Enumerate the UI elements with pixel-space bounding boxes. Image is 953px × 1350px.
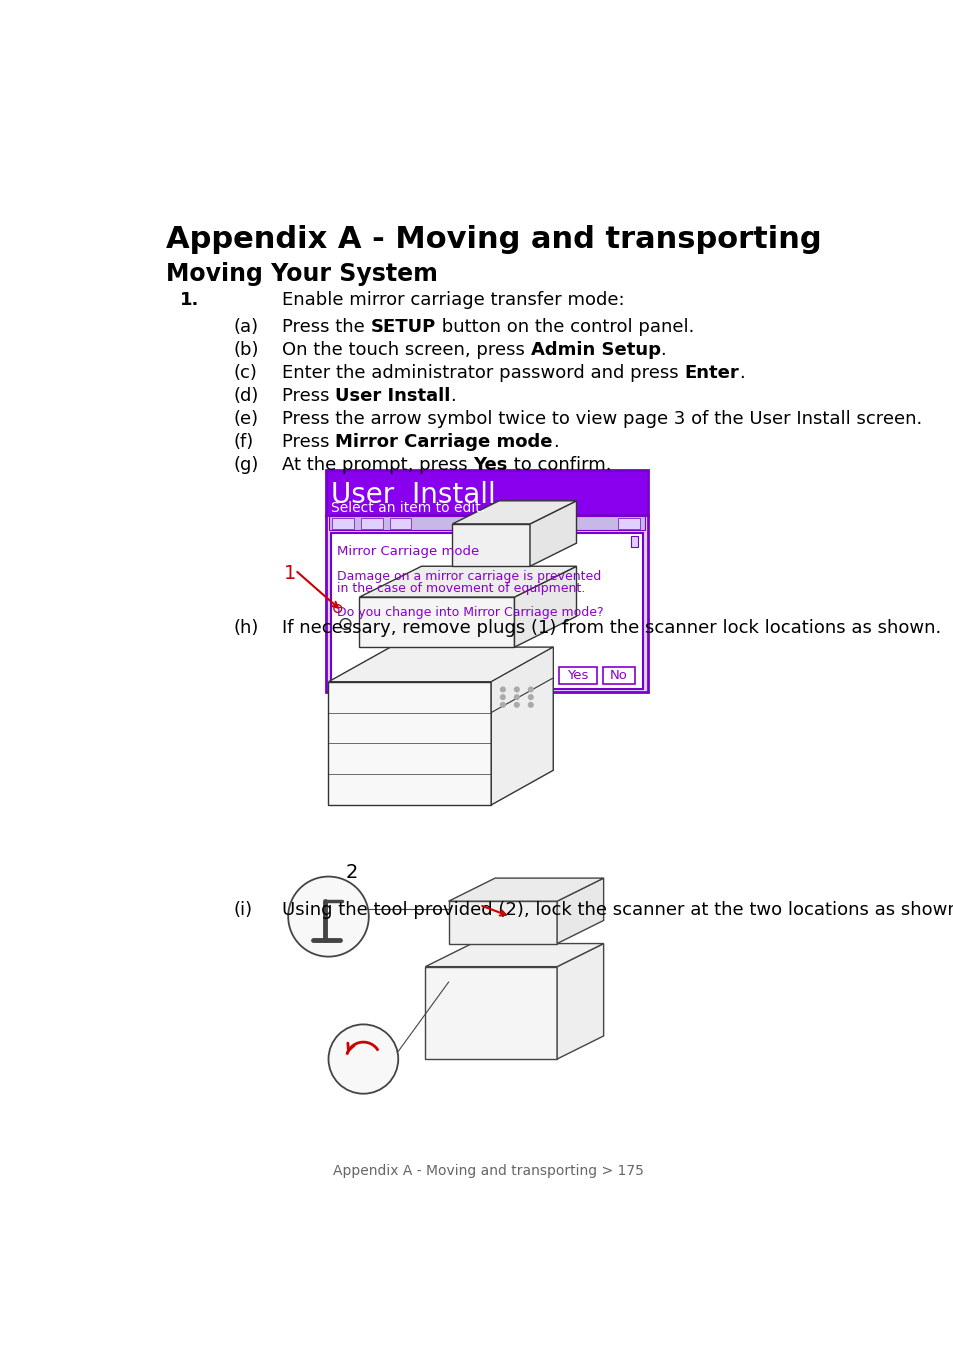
Polygon shape: [557, 878, 603, 944]
Circle shape: [340, 618, 351, 629]
Text: (a): (a): [233, 317, 259, 336]
Text: (b): (b): [233, 340, 259, 359]
Polygon shape: [328, 647, 553, 682]
Polygon shape: [425, 944, 603, 967]
Polygon shape: [425, 967, 557, 1058]
Text: Press: Press: [282, 387, 335, 405]
Text: (c): (c): [233, 363, 257, 382]
Bar: [329, 516, 644, 531]
Circle shape: [328, 1025, 397, 1094]
Text: .: .: [450, 387, 456, 405]
Polygon shape: [452, 524, 530, 566]
Text: If necessary, remove plugs (1) from the scanner lock locations as shown.: If necessary, remove plugs (1) from the …: [282, 620, 941, 637]
Text: SETUP: SETUP: [370, 317, 436, 336]
Circle shape: [528, 695, 533, 699]
Polygon shape: [359, 566, 576, 597]
Text: Press the arrow symbol twice to view page 3 of the User Install screen.: Press the arrow symbol twice to view pag…: [282, 410, 922, 428]
Circle shape: [334, 605, 341, 613]
Text: Yes: Yes: [567, 670, 588, 682]
Bar: [618, 518, 639, 528]
Text: Enable mirror carriage transfer mode:: Enable mirror carriage transfer mode:: [282, 292, 624, 309]
Circle shape: [514, 702, 518, 707]
Bar: [331, 533, 642, 688]
Text: Yes: Yes: [473, 456, 507, 474]
Polygon shape: [448, 878, 603, 902]
Text: Press the: Press the: [282, 317, 370, 336]
Text: Select an item to edit.: Select an item to edit.: [331, 501, 484, 514]
Text: .: .: [739, 363, 744, 382]
Circle shape: [528, 702, 533, 707]
Text: (f): (f): [233, 433, 253, 451]
Text: Appendix A - Moving and transporting: Appendix A - Moving and transporting: [166, 225, 821, 254]
Polygon shape: [328, 682, 491, 805]
Polygon shape: [557, 944, 603, 1058]
Circle shape: [500, 687, 505, 691]
Polygon shape: [491, 647, 553, 805]
Text: On the touch screen, press: On the touch screen, press: [282, 340, 530, 359]
Polygon shape: [514, 566, 576, 647]
Circle shape: [514, 695, 518, 699]
Bar: [602, 667, 635, 684]
Text: Using the tool provided (2), lock the scanner at the two locations as shown.: Using the tool provided (2), lock the sc…: [282, 902, 953, 919]
Text: (e): (e): [233, 410, 259, 428]
Text: No: No: [610, 670, 627, 682]
Bar: [630, 536, 638, 547]
Circle shape: [514, 687, 518, 691]
Circle shape: [500, 695, 505, 699]
Text: User Install: User Install: [335, 387, 450, 405]
Text: Appendix A - Moving and transporting > 175: Appendix A - Moving and transporting > 1…: [334, 1165, 643, 1179]
Circle shape: [528, 687, 533, 691]
Text: to confirm.: to confirm.: [507, 456, 611, 474]
Bar: [326, 514, 647, 691]
Text: Mirror Carriage mode: Mirror Carriage mode: [336, 545, 478, 559]
Text: .: .: [659, 340, 666, 359]
Text: Enter the administrator password and press: Enter the administrator password and pre…: [282, 363, 683, 382]
Text: At the prompt, press: At the prompt, press: [282, 456, 473, 474]
Text: in the case of movement of equipment.: in the case of movement of equipment.: [336, 582, 584, 595]
Polygon shape: [448, 902, 557, 944]
Text: Do you change into Mirror Carriage mode?: Do you change into Mirror Carriage mode?: [336, 606, 603, 618]
Bar: [332, 518, 354, 528]
Text: .: .: [552, 433, 558, 451]
Text: Moving Your System: Moving Your System: [166, 262, 437, 286]
Text: Enter: Enter: [683, 363, 739, 382]
Text: (i): (i): [233, 902, 253, 919]
Polygon shape: [491, 647, 553, 713]
Bar: [558, 667, 596, 684]
Circle shape: [500, 702, 505, 707]
Polygon shape: [359, 597, 514, 647]
Text: 1.: 1.: [179, 292, 199, 309]
Text: (g): (g): [233, 456, 259, 474]
Bar: [326, 470, 647, 514]
Text: Press: Press: [282, 433, 335, 451]
Text: (h): (h): [233, 620, 259, 637]
Text: Damage on a mirror carriage is prevented: Damage on a mirror carriage is prevented: [336, 570, 600, 583]
Text: button on the control panel.: button on the control panel.: [436, 317, 694, 336]
Polygon shape: [530, 501, 576, 566]
Bar: [360, 518, 382, 528]
Text: (d): (d): [233, 387, 259, 405]
Bar: [390, 518, 411, 528]
Text: 2: 2: [345, 863, 357, 882]
Text: Mirror Carriage mode: Mirror Carriage mode: [335, 433, 552, 451]
Text: 1: 1: [283, 564, 295, 583]
Circle shape: [288, 876, 369, 957]
Text: User  Install: User Install: [331, 481, 495, 509]
Polygon shape: [452, 501, 576, 524]
Text: Admin Setup: Admin Setup: [530, 340, 659, 359]
